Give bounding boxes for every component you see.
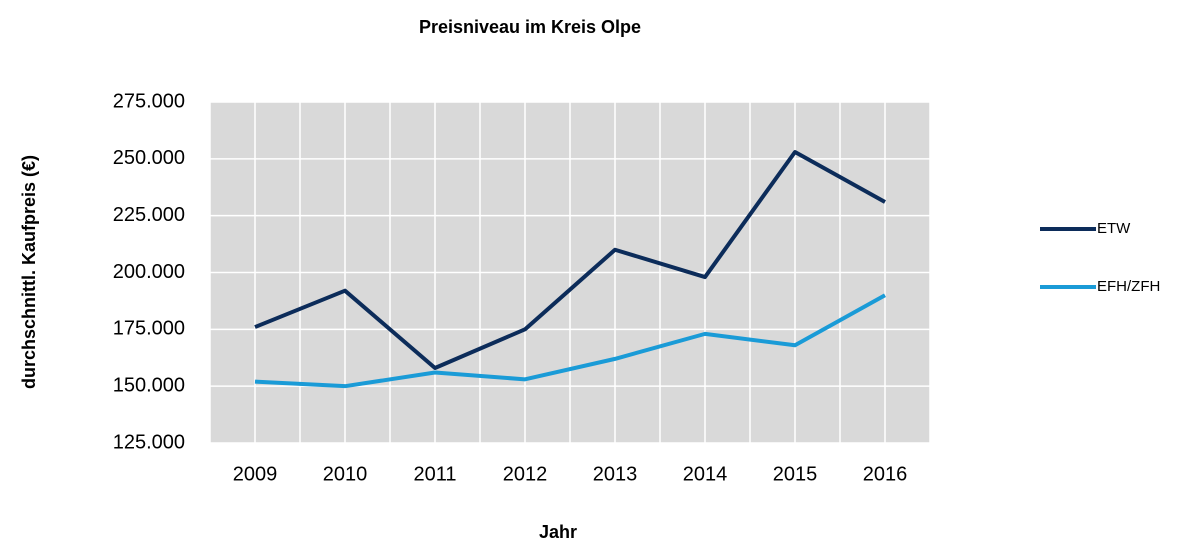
x-tick-label: 2010 bbox=[323, 463, 368, 485]
series-line bbox=[254, 150, 886, 370]
y-tick-label: 125.000 bbox=[113, 431, 185, 453]
series-line bbox=[254, 293, 886, 389]
y-tick-label: 250.000 bbox=[113, 147, 185, 169]
x-tick-label: 2013 bbox=[593, 463, 638, 485]
chart-title: Preisniveau im Kreis Olpe bbox=[419, 17, 641, 37]
x-tick-label: 2014 bbox=[683, 463, 728, 485]
y-tick-label: 275.000 bbox=[113, 90, 185, 112]
y-axis-label: durchschnittl. Kaufpreis (€) bbox=[19, 155, 39, 389]
y-tick-label: 150.000 bbox=[113, 374, 185, 396]
x-tick-label: 2009 bbox=[233, 463, 278, 485]
y-tick-label: 200.000 bbox=[113, 261, 185, 283]
y-tick-label: 225.000 bbox=[113, 204, 185, 226]
x-tick-label: 2012 bbox=[503, 463, 548, 485]
x-axis-label: Jahr bbox=[539, 522, 577, 542]
y-tick-label: 175.000 bbox=[113, 318, 185, 340]
x-tick-label: 2011 bbox=[413, 463, 456, 485]
x-tick-label: 2016 bbox=[863, 463, 908, 485]
legend-label: ETW bbox=[1097, 220, 1131, 237]
x-tick-label: 2015 bbox=[773, 463, 818, 485]
legend-label: EFH/ZFH bbox=[1097, 278, 1160, 295]
